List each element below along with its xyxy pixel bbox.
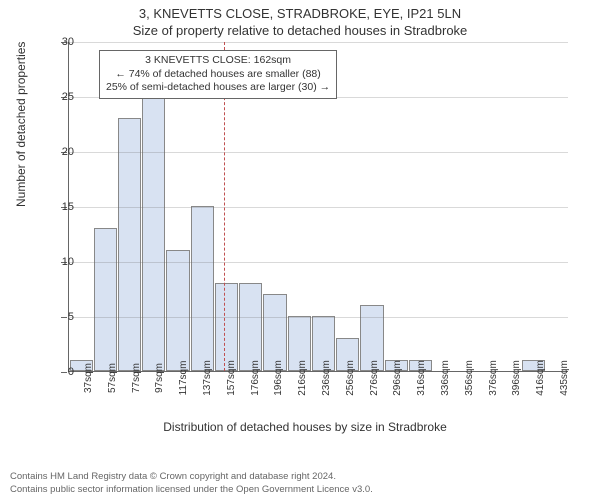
footer-line-2: Contains public sector information licen… (10, 484, 373, 496)
annotation-box: 3 KNEVETTS CLOSE: 162sqm ← 74% of detach… (99, 50, 337, 99)
annotation-line-2: ← 74% of detached houses are smaller (88… (106, 68, 330, 82)
x-tick-label: 77sqm (131, 363, 142, 393)
x-tick-label: 416sqm (535, 360, 546, 396)
x-tick-label: 296sqm (392, 360, 403, 396)
gridline (69, 317, 568, 318)
y-tick-label: 15 (44, 201, 74, 213)
y-tick-label: 10 (44, 256, 74, 268)
title-line-2: Size of property relative to detached ho… (0, 23, 600, 38)
gridline (69, 207, 568, 208)
x-axis-label: Distribution of detached houses by size … (30, 420, 580, 434)
chart-title-block: 3, KNEVETTS CLOSE, STRADBROKE, EYE, IP21… (0, 0, 600, 38)
gridline (69, 152, 568, 153)
x-tick-label: 137sqm (202, 360, 213, 396)
chart-container: Number of detached properties 3 KNEVETTS… (30, 42, 580, 422)
x-tick-label: 216sqm (297, 360, 308, 396)
x-tick-label: 356sqm (464, 360, 475, 396)
histogram-bar (215, 283, 238, 371)
y-axis-label: Number of detached properties (14, 42, 28, 207)
x-tick-label: 57sqm (107, 363, 118, 393)
footer-attribution: Contains HM Land Registry data © Crown c… (10, 471, 373, 496)
gridline (69, 262, 568, 263)
histogram-bar (166, 250, 189, 371)
x-tick-label: 316sqm (416, 360, 427, 396)
y-tick-label: 20 (44, 146, 74, 158)
footer-line-1: Contains HM Land Registry data © Crown c… (10, 471, 373, 483)
histogram-bar (239, 283, 262, 371)
plot-area: 3 KNEVETTS CLOSE: 162sqm ← 74% of detach… (68, 42, 568, 372)
x-tick-label: 256sqm (345, 360, 356, 396)
x-tick-label: 376sqm (488, 360, 499, 396)
histogram-bar (94, 228, 117, 371)
x-tick-label: 176sqm (250, 360, 261, 396)
histogram-bar (142, 96, 165, 371)
histogram-bar (118, 118, 141, 371)
annotation-line-1: 3 KNEVETTS CLOSE: 162sqm (106, 54, 330, 68)
y-tick-label: 30 (44, 36, 74, 48)
x-tick-label: 336sqm (440, 360, 451, 396)
y-tick-label: 5 (44, 311, 74, 323)
x-tick-label: 276sqm (369, 360, 380, 396)
x-tick-label: 97sqm (154, 363, 165, 393)
x-tick-label: 157sqm (226, 360, 237, 396)
gridline (69, 42, 568, 43)
y-tick-label: 25 (44, 91, 74, 103)
y-tick-label: 0 (44, 366, 74, 378)
x-tick-label: 236sqm (321, 360, 332, 396)
x-tick-label: 396sqm (511, 360, 522, 396)
x-tick-label: 196sqm (273, 360, 284, 396)
x-tick-label: 117sqm (178, 361, 189, 396)
annotation-line-3: 25% of semi-detached houses are larger (… (106, 81, 330, 95)
x-tick-label: 435sqm (559, 360, 570, 396)
title-line-1: 3, KNEVETTS CLOSE, STRADBROKE, EYE, IP21… (0, 6, 600, 21)
histogram-bar (191, 206, 214, 371)
x-tick-label: 37sqm (83, 363, 94, 393)
